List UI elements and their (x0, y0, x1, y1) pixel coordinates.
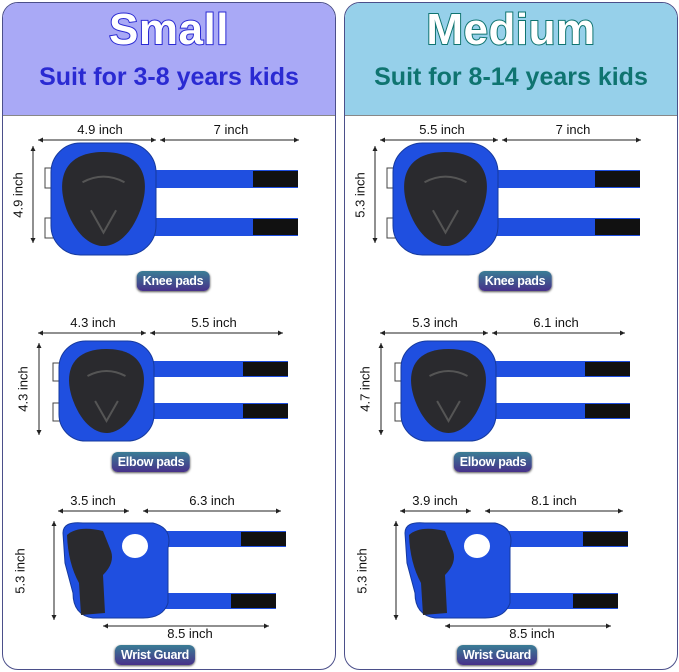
knee-pads-label: Knee pads (136, 271, 210, 291)
dimension-arrow (36, 343, 42, 435)
knee-pad-height: 5.3 inch (352, 172, 368, 218)
dimension-arrow (393, 521, 399, 620)
elbow-pad-width: 5.3 inch (412, 315, 458, 330)
knee-strap-length: 7 inch (213, 122, 249, 137)
elbow-pad-width: 4.3 inch (70, 315, 116, 330)
dimension-arrow (160, 137, 299, 143)
dimension-arrow (143, 508, 281, 514)
age-range: Suit for 8-14 years kids (374, 63, 648, 91)
wrist-guard-height: 5.3 inch (12, 548, 28, 594)
wrist-total-length: 8.5 inch (167, 626, 213, 641)
product-illustration (372, 137, 641, 629)
dimension-arrow (445, 623, 611, 629)
wrist-strap-length: 8.1 inch (531, 493, 577, 508)
dimension-arrow (30, 146, 36, 243)
knee-pad-width: 4.9 inch (77, 122, 123, 137)
knee-pads-label: Knee pads (478, 271, 552, 291)
wrist-guard-label: Wrist Guard (456, 645, 538, 665)
dimension-arrow (492, 330, 625, 336)
dimension-arrow (38, 330, 146, 336)
size-header: Medium Suit for 8-14 years kids (345, 3, 677, 116)
elbow-pads-label: Elbow pads (111, 452, 191, 472)
size-header: Small Suit for 3-8 years kids (3, 3, 335, 116)
wrist-guard-label: Wrist Guard (114, 645, 196, 665)
elbow-pad-height: 4.7 inch (357, 366, 373, 412)
dimension-arrow (380, 330, 488, 336)
dimension-arrow (380, 137, 498, 143)
size-panel-medium: Medium Suit for 8-14 years kids 5.5 inch… (344, 2, 678, 670)
elbow-strap-length: 6.1 inch (533, 315, 579, 330)
knee-pad-image (50, 142, 157, 256)
wrist-total-length: 8.5 inch (509, 626, 555, 641)
dimension-arrow (103, 623, 269, 629)
elbow-pad-height: 4.3 inch (15, 366, 31, 412)
dimension-arrow (38, 137, 156, 143)
wrist-guard-image (62, 522, 170, 619)
dimension-arrow (502, 137, 641, 143)
elbow-pad-image (58, 340, 155, 442)
knee-pad-image (392, 142, 499, 256)
knee-pad-width: 5.5 inch (419, 122, 465, 137)
dimension-arrow (372, 146, 378, 243)
dimension-arrow (378, 343, 384, 435)
wrist-guard-image (404, 522, 512, 619)
product-illustration (30, 137, 299, 629)
dimension-arrow (400, 508, 471, 514)
wrist-strap-length: 6.3 inch (189, 493, 235, 508)
dimension-arrow (51, 521, 57, 620)
size-title: Small (108, 4, 229, 55)
age-range: Suit for 3-8 years kids (39, 63, 299, 91)
size-panel-small: Small Suit for 3-8 years kids 4.9 inch 7… (2, 2, 336, 670)
wrist-pad-width: 3.9 inch (412, 493, 458, 508)
dimension-arrow (58, 508, 129, 514)
dimension-arrow (485, 508, 623, 514)
wrist-guard-height: 5.3 inch (354, 548, 370, 594)
wrist-pad-width: 3.5 inch (70, 493, 116, 508)
knee-pad-height: 4.9 inch (10, 172, 26, 218)
size-title: Medium (425, 4, 596, 55)
knee-strap-length: 7 inch (555, 122, 591, 137)
dimension-arrow (150, 330, 283, 336)
elbow-pads-label: Elbow pads (453, 452, 533, 472)
elbow-strap-length: 5.5 inch (191, 315, 237, 330)
elbow-pad-image (400, 340, 497, 442)
